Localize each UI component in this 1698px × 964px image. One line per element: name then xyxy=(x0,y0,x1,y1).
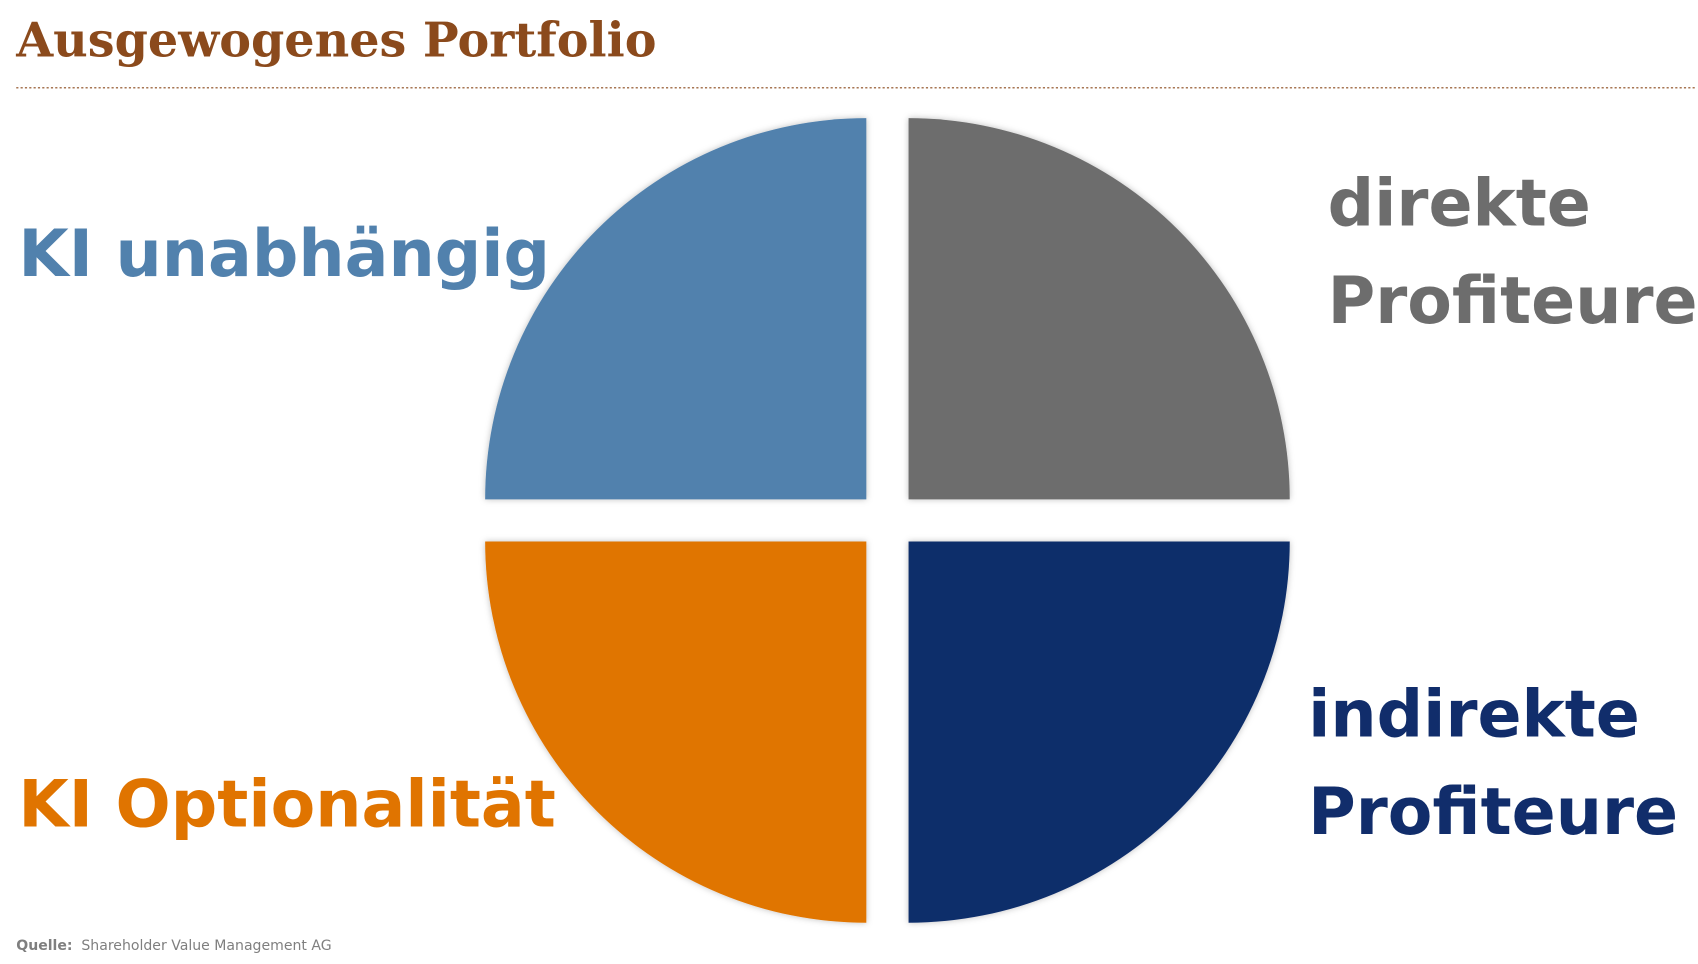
source-text: Shareholder Value Management AG xyxy=(81,938,331,954)
label-line: indirekte xyxy=(1308,677,1640,752)
quadrant-top-left xyxy=(485,118,867,500)
source-label: Quelle: xyxy=(16,938,72,954)
slide-title: Ausgewogenes Portfolio xyxy=(15,12,656,68)
quadrant-bottom-right xyxy=(908,541,1290,923)
label-line: direkte xyxy=(1328,166,1591,241)
quadrant-label: indirekte Profiteure xyxy=(1308,677,1678,849)
label-line: Profiteure xyxy=(1308,775,1678,850)
quadrant-label: KI unabhängig xyxy=(18,217,550,292)
quadrant-top-right xyxy=(908,118,1290,500)
quadrant-bottom-left xyxy=(485,541,867,923)
label-line: Profiteure xyxy=(1328,264,1698,339)
quadrant-label: direkte Profiteure xyxy=(1328,166,1698,338)
quadrant-label: KI Optionalität xyxy=(18,767,555,842)
pie-diagram xyxy=(485,118,1290,923)
source-note: Quelle: Shareholder Value Management AG xyxy=(16,938,331,954)
